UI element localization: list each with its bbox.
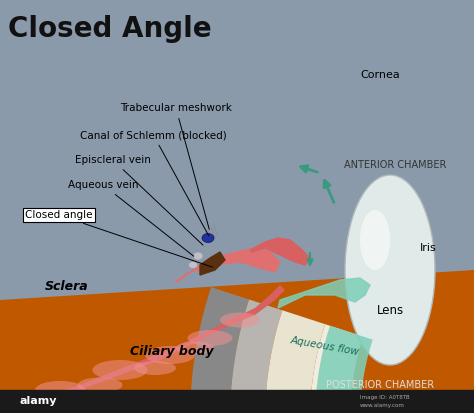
Text: Image ID: A0T8TB: Image ID: A0T8TB <box>360 394 410 399</box>
Text: Lens: Lens <box>376 304 403 316</box>
Polygon shape <box>265 310 474 413</box>
Polygon shape <box>0 270 474 413</box>
Ellipse shape <box>188 330 233 346</box>
Text: Closed angle: Closed angle <box>25 210 212 267</box>
Text: Closed Angle: Closed Angle <box>8 15 211 43</box>
Polygon shape <box>190 287 474 413</box>
Ellipse shape <box>345 175 435 365</box>
Ellipse shape <box>92 360 147 380</box>
Text: Episcleral vein: Episcleral vein <box>75 155 203 245</box>
Polygon shape <box>278 278 370 308</box>
Text: Ciliary body: Ciliary body <box>130 345 214 358</box>
Ellipse shape <box>35 381 85 399</box>
Ellipse shape <box>78 377 122 392</box>
Text: Canal of Schlemm (blocked): Canal of Schlemm (blocked) <box>80 130 227 235</box>
Text: POSTERIOR CHAMBER: POSTERIOR CHAMBER <box>326 380 434 390</box>
Polygon shape <box>315 326 401 413</box>
Polygon shape <box>200 252 225 275</box>
Ellipse shape <box>30 393 70 407</box>
Ellipse shape <box>145 346 195 364</box>
Polygon shape <box>310 324 474 413</box>
Text: Cornea: Cornea <box>360 70 400 80</box>
Polygon shape <box>230 299 474 413</box>
Polygon shape <box>0 270 474 413</box>
Polygon shape <box>0 285 285 413</box>
Ellipse shape <box>220 313 260 328</box>
Ellipse shape <box>193 252 203 260</box>
Polygon shape <box>250 238 310 265</box>
Ellipse shape <box>360 210 390 270</box>
Polygon shape <box>0 390 474 413</box>
Ellipse shape <box>176 342 214 354</box>
Ellipse shape <box>189 261 198 268</box>
Text: www.alamy.com: www.alamy.com <box>360 404 405 408</box>
Text: Sclera: Sclera <box>45 280 89 293</box>
Text: ANTERIOR CHAMBER: ANTERIOR CHAMBER <box>344 160 446 170</box>
Text: Iris: Iris <box>420 243 437 253</box>
Text: Trabecular meshwork: Trabecular meshwork <box>120 103 232 229</box>
Polygon shape <box>175 248 280 282</box>
Ellipse shape <box>202 233 214 242</box>
Ellipse shape <box>134 361 176 375</box>
Text: Aqueous vein: Aqueous vein <box>68 180 194 256</box>
Text: alamy: alamy <box>20 396 57 406</box>
Text: Aqueous flow: Aqueous flow <box>290 335 360 357</box>
